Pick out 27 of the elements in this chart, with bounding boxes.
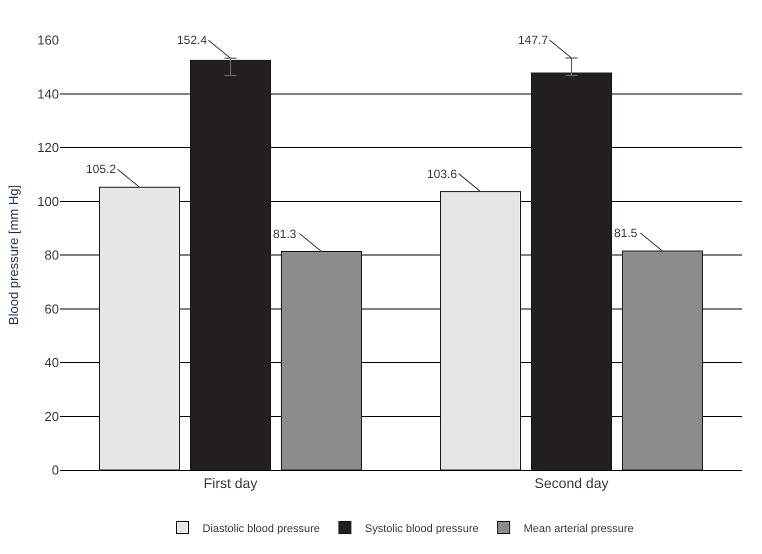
y-tick-label: 80 [44,248,59,263]
y-tick-label: 140 [37,86,59,102]
data-label: 81.5 [614,226,638,240]
data-label: 81.3 [273,227,297,241]
data-label: 105.2 [86,162,116,176]
bar [99,186,180,470]
x-tick-label: Second day [534,474,608,491]
bar [530,72,612,470]
y-tick-label: 0 [52,462,59,478]
y-tick-label: 100 [37,194,59,209]
y-tick-label: 60 [44,301,59,316]
bar [280,251,362,470]
y-tick-label: 160 [37,32,59,48]
y-tick-label: 20 [44,408,59,424]
y-tick-label: 40 [44,355,59,370]
legend-label: Diastolic blood pressure [202,522,320,535]
data-label: 152.4 [177,33,208,47]
bar [440,191,522,470]
data-label: 147.7 [518,33,548,47]
legend-label: Systolic blood pressure [364,522,479,535]
x-tick-label: First day [204,474,258,491]
y-axis-title: Blood pressure [mm Hg] [6,184,22,326]
y-tick-label: 120 [37,140,59,156]
bar [622,250,703,470]
data-label: 103.6 [427,167,458,181]
bar [190,60,272,470]
legend-label: Mean arterial pressure [524,522,634,535]
